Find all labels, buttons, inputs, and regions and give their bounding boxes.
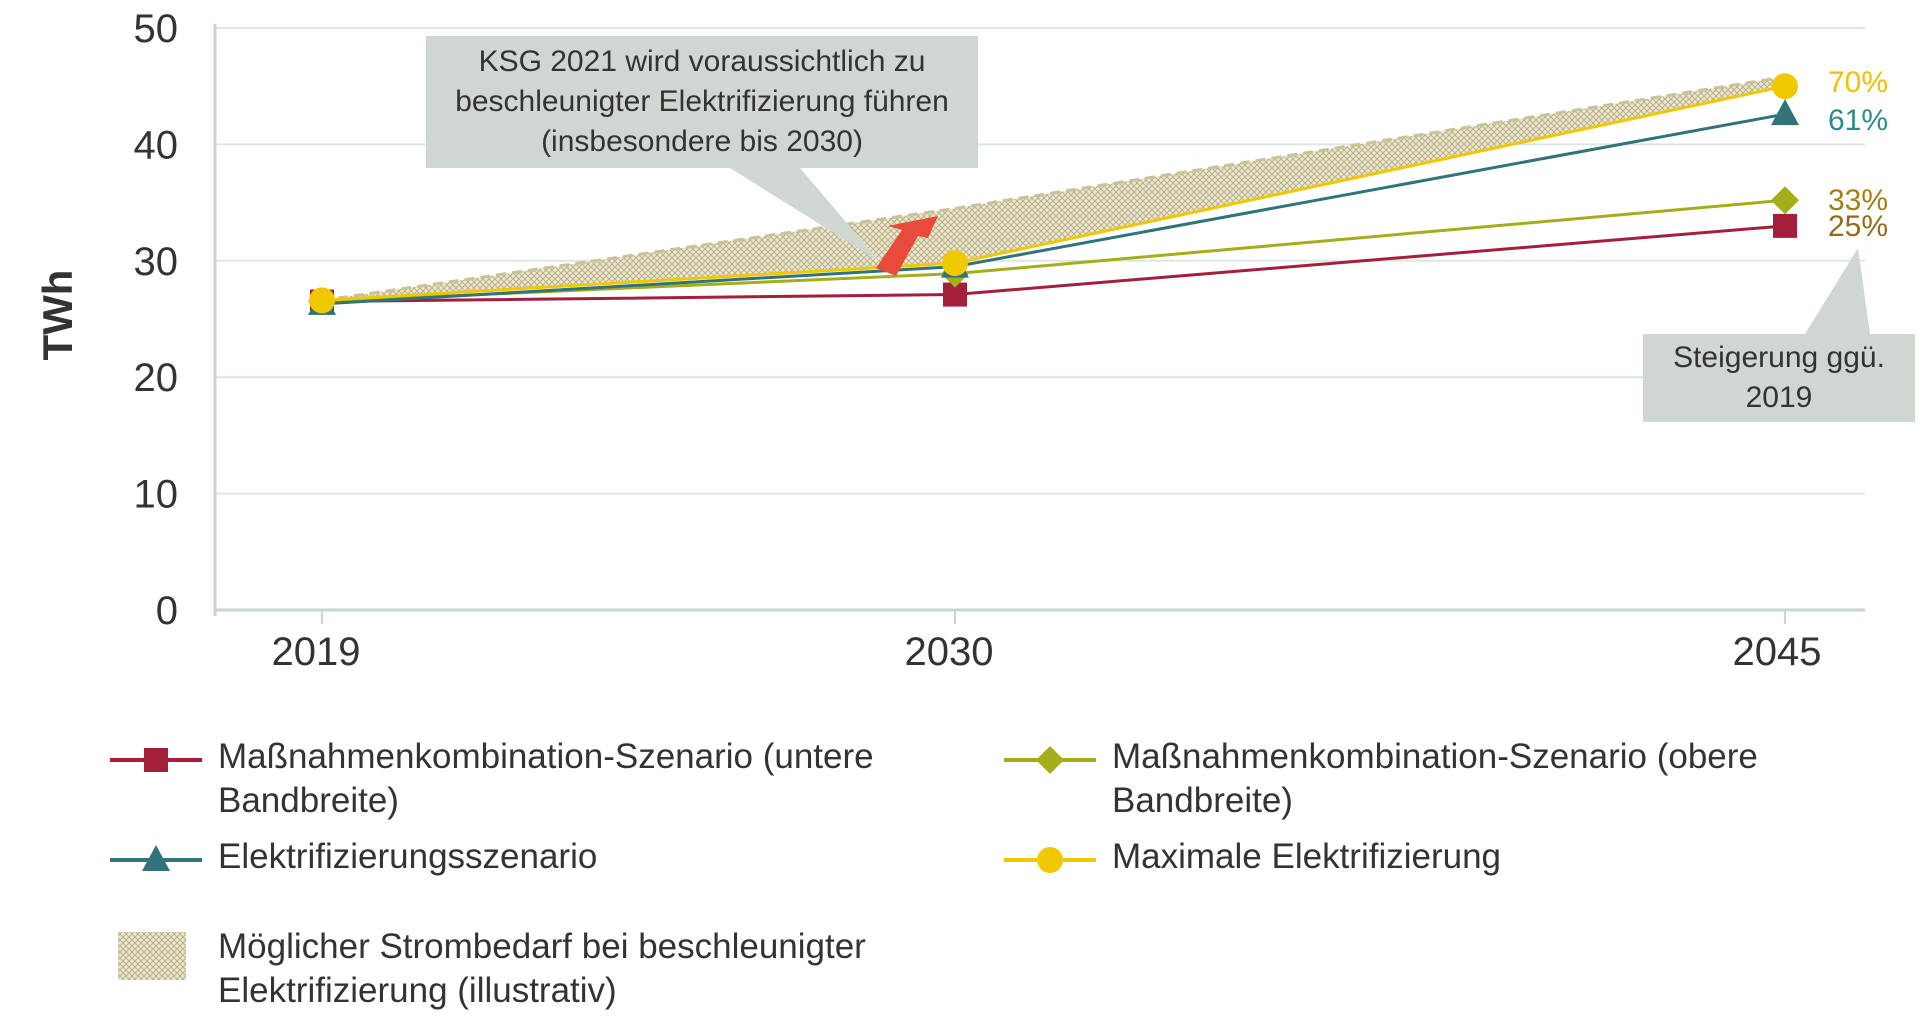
legend-label-untere: Maßnahmenkombination-Szenario (untere Ba… <box>218 737 874 820</box>
legend-swatch-elektrifizierung <box>110 845 202 871</box>
y-axis-title: TWh <box>34 270 81 361</box>
arrow-icon <box>876 216 938 276</box>
increase-callout-text: Steigerung ggü. 2019 <box>1673 341 1885 414</box>
series-3-marker <box>1772 73 1798 100</box>
legend-label-obere: Maßnahmenkombination-Szenario (obere Ban… <box>1112 737 1758 820</box>
series-3-marker <box>942 250 968 277</box>
series-1-marker <box>1771 186 1799 215</box>
ksg-callout-pointer <box>730 168 880 262</box>
ksg-callout-text: KSG 2021 wird voraussichtlich zu beschle… <box>455 45 949 158</box>
x-tick-label: 2019 <box>272 630 361 674</box>
y-tick-label: 50 <box>134 7 179 51</box>
legend-swatch-band <box>118 932 186 980</box>
ksg-callout: KSG 2021 wird voraussichtlich zu beschle… <box>426 36 978 168</box>
legend-item-obere: Maßnahmenkombination-Szenario (obere Ban… <box>1002 735 1842 823</box>
end-label-3: 70% <box>1828 66 1888 99</box>
end-label-1: 33% <box>1828 184 1888 217</box>
increase-callout: Steigerung ggü. 2019 <box>1643 334 1915 422</box>
y-tick-label: 30 <box>134 240 179 284</box>
band-upper-line <box>321 75 1786 302</box>
end-label-0: 25% <box>1828 210 1888 243</box>
legend-swatch-maximal <box>1004 847 1096 873</box>
y-tick-label: 10 <box>134 473 179 517</box>
legend: Maßnahmenkombination-Szenario (untere Ba… <box>0 715 1920 1031</box>
legend-item-elektrifizierung: Elektrifizierungsszenario <box>108 835 948 885</box>
legend-label-elektrifizierung: Elektrifizierungsszenario <box>218 837 598 876</box>
legend-item-maximal: Maximale Elektrifizierung <box>1002 835 1842 885</box>
y-tick-label: 0 <box>156 589 178 633</box>
legend-item-untere: Maßnahmenkombination-Szenario (untere Ba… <box>108 735 948 823</box>
y-tick-label: 40 <box>134 123 179 167</box>
legend-item-band: Möglicher Strombedarf bei beschleunigter… <box>108 925 1008 1013</box>
legend-swatch-untere <box>110 748 202 772</box>
x-tick-label: 2045 <box>1733 630 1822 674</box>
legend-label-band: Möglicher Strombedarf bei beschleunigter… <box>218 927 866 1010</box>
y-tick-label: 20 <box>134 356 179 400</box>
end-label-2: 61% <box>1828 104 1888 137</box>
series-3-marker <box>309 287 335 314</box>
series-0-marker <box>1773 213 1797 238</box>
x-tick-label: 2030 <box>905 630 994 674</box>
legend-label-maximal: Maximale Elektrifizierung <box>1112 837 1502 876</box>
increase-callout-pointer <box>1805 248 1870 334</box>
legend-swatch-obere <box>1004 746 1096 774</box>
series-2-marker <box>1771 99 1799 126</box>
